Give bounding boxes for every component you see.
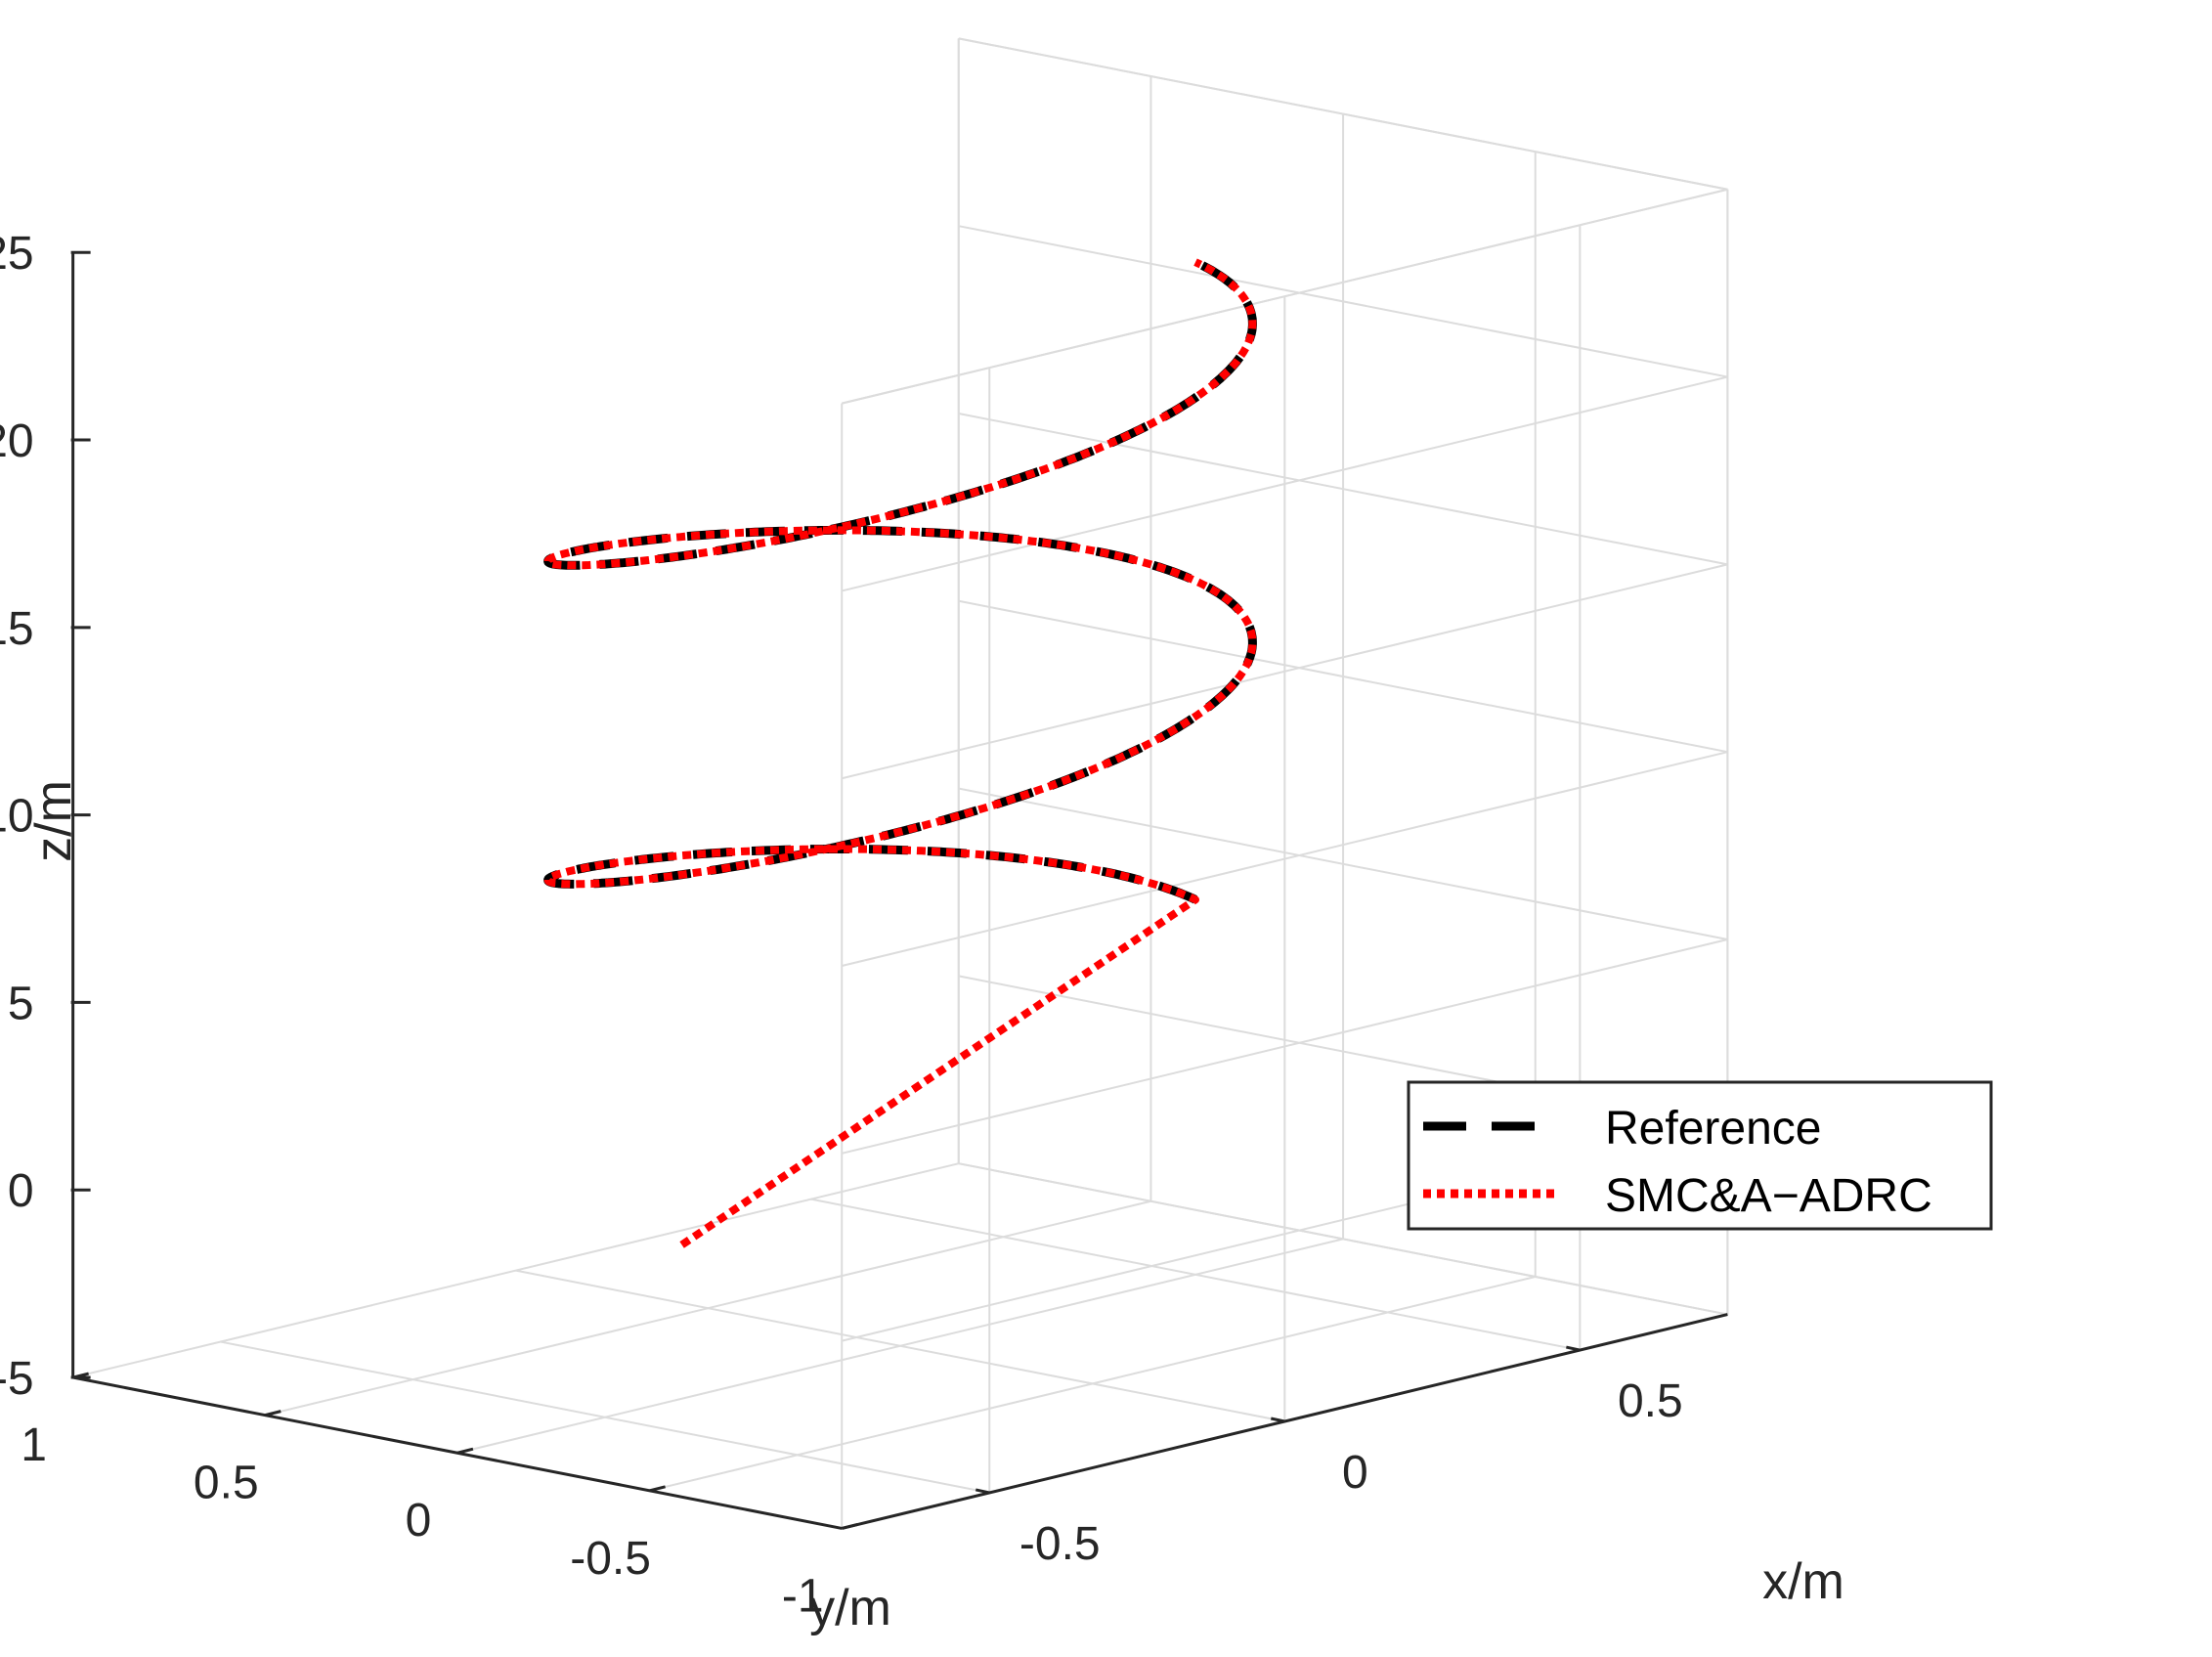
grid-line-x [810,1198,1581,1352]
y-tick [649,1485,666,1493]
x-tick [1566,1345,1581,1352]
legend-label-smc-a-adrc: SMC&A−ADRC [1605,1170,1932,1222]
y-tick-label: 0.5 [194,1458,259,1509]
y-tick-label: -1 [782,1570,824,1622]
y-tick [264,1410,282,1417]
grid-line-x [515,1269,1285,1422]
legend-box [1407,1080,1993,1231]
legend-label-reference: Reference [1605,1103,1821,1155]
x-tick-label: 0.5 [1618,1375,1683,1427]
grid-line-x [220,1340,990,1494]
y-axis-label: y/m [809,1580,891,1636]
y-tick [72,1372,89,1379]
z-tick-label: -5 [0,1353,34,1405]
z-axis-label: z/m [25,780,82,862]
y-tick-label: 1 [21,1419,47,1471]
legend[interactable]: Reference SMC&A−ADRC [1407,1080,1993,1231]
z-tick-label: 20 [0,415,34,467]
x-tick-label: 0 [1342,1447,1368,1499]
z-tick-label: 10 [0,791,34,843]
z-tick-label: 25 [0,228,34,280]
series-smc-a-adrc [543,258,1257,1248]
y-tick [841,1522,858,1530]
series-layer [543,258,1257,1248]
x-tick-label: -0.5 [1019,1518,1101,1570]
axes-layer [70,250,1728,1530]
y-tick-label: -0.5 [570,1533,651,1585]
y-tick [456,1447,474,1455]
z-tick-label: 5 [8,978,34,1029]
y-axis [72,1375,843,1530]
z-tick-label: 0 [8,1165,34,1217]
x-tick [975,1488,990,1495]
tick-labels: -5 0 5 10 15 20 25 1 0.5 0 -0.5 -1 -0.5 0 0.5 [0,228,1683,1622]
x-tick [1270,1417,1285,1423]
y-tick-label: 0 [406,1495,432,1547]
x-axis-label: x/m [1762,1553,1844,1610]
z-tick-label: 15 [0,603,34,655]
